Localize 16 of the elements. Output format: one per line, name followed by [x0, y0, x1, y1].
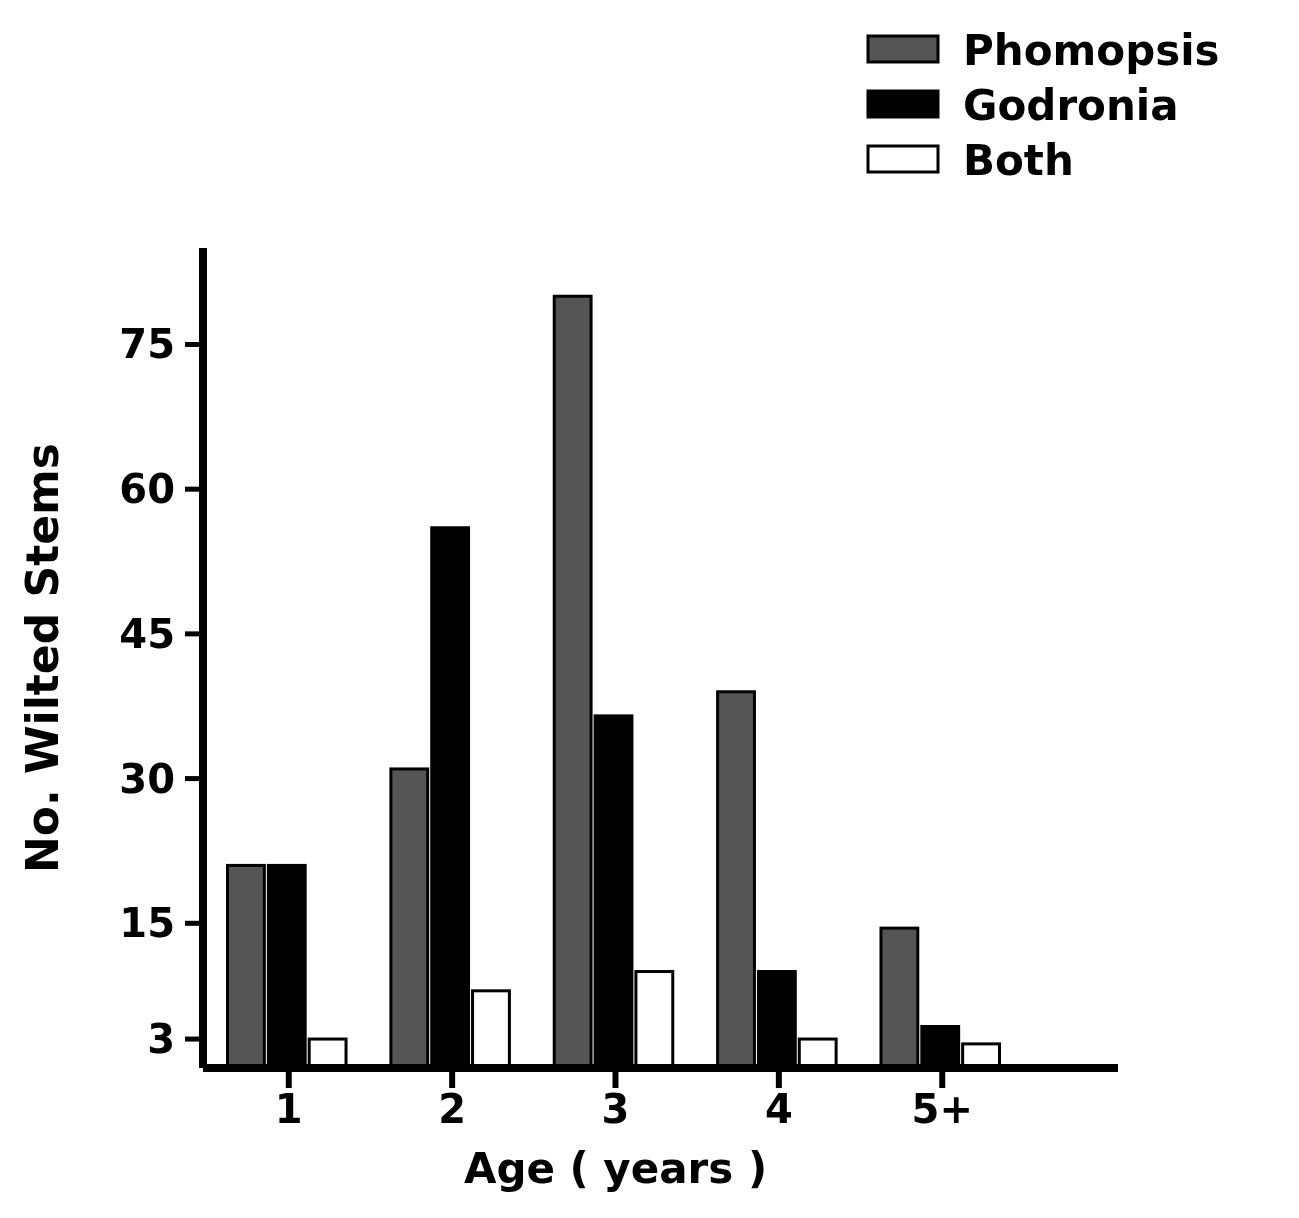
y-tick-label: 75 — [119, 321, 175, 368]
x-axis-title: Age ( years ) — [463, 1144, 768, 1193]
y-tick-label: 45 — [119, 610, 175, 657]
x-tick-label: 2 — [438, 1086, 467, 1132]
y-tick-label: 3 — [147, 1016, 175, 1063]
legend-label: Godronia — [963, 80, 1179, 130]
x-tick-label: 1 — [274, 1086, 303, 1132]
y-axis-title: No. Wilted Stems — [17, 442, 68, 874]
y-tick-label: 30 — [119, 755, 175, 802]
legend-label: Phomopsis — [963, 25, 1220, 75]
legend-label: Both — [963, 135, 1074, 185]
x-tick-label: 4 — [764, 1086, 793, 1132]
y-tick-label: 60 — [119, 466, 175, 513]
x-tick-label: 5+ — [911, 1086, 973, 1132]
x-tick-label: 3 — [601, 1086, 630, 1132]
y-tick-label: 15 — [119, 900, 175, 947]
